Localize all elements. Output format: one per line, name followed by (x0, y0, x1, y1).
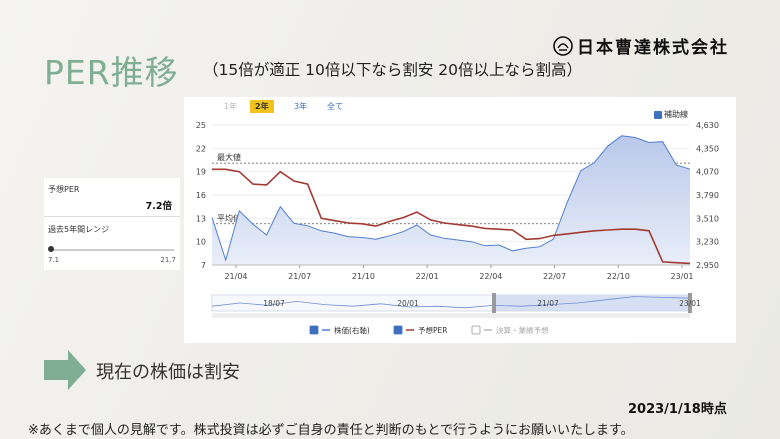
y-right-tick-label: 4,350 (696, 144, 719, 153)
tab-all[interactable]: 全て (327, 102, 343, 111)
range-track (50, 249, 174, 251)
disclaimer: ※あくまで個人の見解です。株式投資は必ずご自身の責任と判断のもとで行うようにお願… (28, 423, 634, 438)
aux-line-toggle[interactable]: 補助線 (654, 109, 688, 120)
legend-label: 予想PER (418, 325, 447, 335)
x-tick-label: 21/10 (352, 272, 375, 281)
checkbox-checked-icon (654, 110, 662, 119)
range-marker (47, 246, 54, 252)
navigator-label: 23/01 (679, 299, 701, 308)
x-tick-label: 22/07 (543, 272, 566, 281)
legend-checkbox (471, 325, 481, 335)
y-right-tick-label: 4,070 (696, 168, 719, 177)
navigator-handle-right (688, 293, 692, 313)
per-line (212, 168, 691, 265)
x-tick-label: 23/01 (670, 272, 693, 281)
range-label: 過去5年間レンジ (48, 225, 110, 234)
tab-2y[interactable]: 2年 (250, 100, 274, 113)
x-tick-label: 21/07 (288, 272, 311, 281)
navigator-label: 21/07 (537, 299, 559, 308)
range-max: 21.7 (160, 256, 176, 264)
y-left-tick-label: 13 (196, 214, 206, 223)
reference-line-label: 最大値 (217, 152, 241, 162)
navigator-line (211, 296, 691, 309)
right-arrow-icon (44, 350, 86, 390)
navigator-label: 18/07 (263, 299, 285, 308)
aux-line-label: 補助線 (664, 110, 688, 119)
navigator-label: 20/01 (397, 299, 419, 308)
per-chart-panel: 1年 2年 3年 全て 補助線 最大値平均値最小値 71013161922252… (184, 97, 736, 343)
per-summary-panel: 予想PER 7.2倍 過去5年間レンジ 7.1 21.7 (44, 178, 180, 270)
company-name: 日本曹達株式会社 (577, 38, 729, 58)
forecast-per-value: 7.2倍 (145, 201, 172, 212)
y-left-tick-label: 22 (196, 144, 206, 153)
navigator-selection (494, 295, 690, 311)
per-price-chart: 最大値平均値最小値 71013161922252,9503,2303,5103,… (196, 121, 719, 335)
y-right-tick-label: 4,630 (696, 121, 719, 130)
x-tick-label: 22/01 (416, 272, 439, 281)
price-area (212, 135, 690, 265)
legend-checkbox (393, 325, 403, 335)
slide-subtitle: （15倍が適正 10倍以下なら割安 20倍以上なら割高） (203, 61, 583, 79)
navigator-scrollbar (212, 313, 690, 318)
forecast-per-label: 予想PER (48, 185, 80, 194)
legend-checkbox (309, 325, 319, 335)
y-left-tick-label: 16 (196, 191, 206, 200)
company-emblem-icon (553, 35, 573, 56)
tab-3y[interactable]: 3年 (294, 102, 308, 111)
range-min: 7.1 (48, 256, 60, 264)
y-left-tick-label: 25 (196, 121, 206, 130)
slide-title: PER推移 (44, 53, 179, 92)
y-right-tick-label: 3,790 (696, 191, 719, 200)
y-left-tick-label: 10 (196, 238, 206, 247)
x-tick-label: 22/10 (607, 272, 630, 281)
tab-1y[interactable]: 1年 (224, 102, 238, 111)
legend-label: 決算・業績予想 (496, 325, 549, 335)
y-right-tick-label: 3,230 (696, 238, 719, 247)
y-right-tick-label: 2,950 (696, 261, 719, 270)
company-logo: 日本曹達株式会社 (553, 33, 729, 58)
conclusion-text: 現在の株価は割安 (96, 362, 240, 383)
as-of-date: 2023/1/18時点 (628, 402, 727, 417)
reference-line-label: 平均値 (217, 213, 241, 223)
price-line (211, 135, 691, 262)
y-right-tick-label: 3,510 (696, 214, 719, 223)
x-tick-label: 22/04 (479, 272, 502, 281)
y-left-tick-label: 19 (196, 168, 206, 177)
y-left-tick-label: 7 (201, 261, 206, 270)
panel-divider (44, 216, 180, 217)
navigator-handle-left (492, 293, 496, 313)
x-tick-label: 21/04 (224, 272, 247, 281)
legend-label: 株価(右軸) (334, 325, 370, 335)
